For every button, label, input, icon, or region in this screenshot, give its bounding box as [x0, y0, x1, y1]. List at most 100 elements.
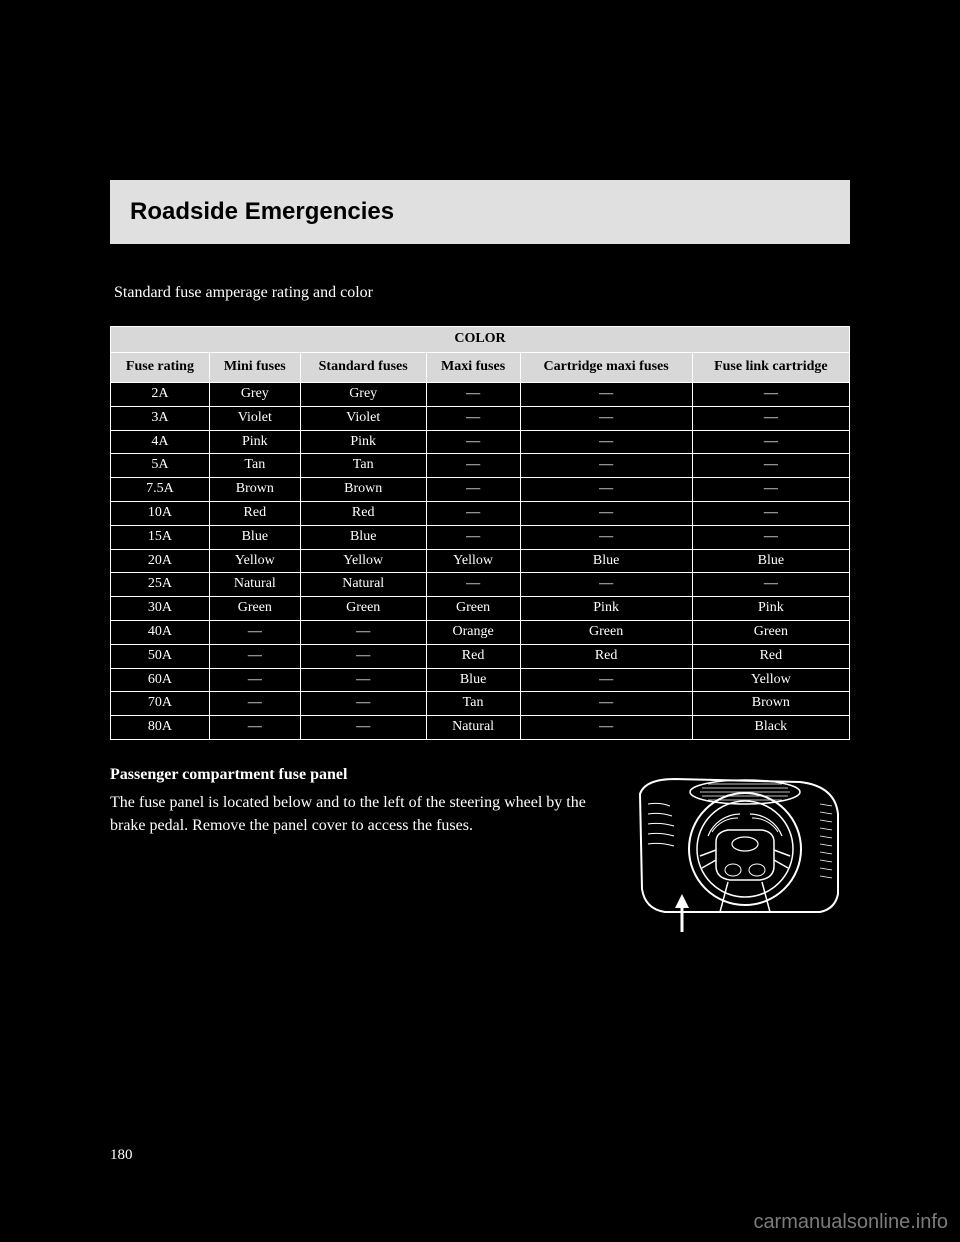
- table-cell: —: [300, 692, 426, 716]
- table-cell: —: [426, 525, 520, 549]
- table-row: 40A——OrangeGreenGreen: [111, 620, 850, 644]
- table-row: 10ARedRed———: [111, 501, 850, 525]
- table-cell: —: [300, 644, 426, 668]
- table-cell: —: [426, 454, 520, 478]
- table-cell: Blue: [520, 549, 692, 573]
- table-row: 3AVioletViolet———: [111, 406, 850, 430]
- table-cell: 3A: [111, 406, 210, 430]
- steering-wheel-diagram: [620, 764, 850, 934]
- table-cell: Grey: [209, 382, 300, 406]
- fuse-panel-body: The fuse panel is located below and to t…: [110, 792, 602, 837]
- table-cell: Natural: [209, 573, 300, 597]
- table-cell: —: [426, 406, 520, 430]
- table-cell: —: [209, 692, 300, 716]
- table-cell: Tan: [209, 454, 300, 478]
- col-header: Maxi fuses: [426, 353, 520, 383]
- table-cell: Brown: [300, 478, 426, 502]
- table-cell: Pink: [692, 597, 849, 621]
- table-cell: 30A: [111, 597, 210, 621]
- table-cell: Brown: [209, 478, 300, 502]
- table-row: 4APinkPink———: [111, 430, 850, 454]
- table-cell: 15A: [111, 525, 210, 549]
- table-cell: —: [692, 382, 849, 406]
- table-cell: Pink: [209, 430, 300, 454]
- table-cell: 20A: [111, 549, 210, 573]
- table-cell: —: [692, 406, 849, 430]
- table-cell: Red: [426, 644, 520, 668]
- table-cell: 40A: [111, 620, 210, 644]
- section-title: Roadside Emergencies: [130, 198, 830, 226]
- table-cell: Red: [300, 501, 426, 525]
- table-cell: —: [692, 454, 849, 478]
- table-cell: 7.5A: [111, 478, 210, 502]
- table-row: 50A——RedRedRed: [111, 644, 850, 668]
- table-cell: Blue: [426, 668, 520, 692]
- table-cell: —: [520, 501, 692, 525]
- table-cell: —: [209, 644, 300, 668]
- col-header: Mini fuses: [209, 353, 300, 383]
- table-cell: Violet: [300, 406, 426, 430]
- col-header: Cartridge maxi fuses: [520, 353, 692, 383]
- table-cell: Black: [692, 716, 849, 740]
- table-cell: —: [426, 430, 520, 454]
- table-cell: Pink: [300, 430, 426, 454]
- table-cell: —: [520, 478, 692, 502]
- table-row: 7.5ABrownBrown———: [111, 478, 850, 502]
- table-cell: —: [426, 478, 520, 502]
- table-cell: —: [300, 668, 426, 692]
- table-cell: Yellow: [426, 549, 520, 573]
- table-cell: —: [692, 430, 849, 454]
- table-cell: —: [520, 668, 692, 692]
- watermark: carmanualsonline.info: [753, 1211, 948, 1234]
- table-cell: —: [520, 382, 692, 406]
- table-cell: 50A: [111, 644, 210, 668]
- table-cell: —: [426, 573, 520, 597]
- page-number: 180: [110, 1147, 133, 1164]
- table-cell: —: [520, 430, 692, 454]
- table-cell: Red: [209, 501, 300, 525]
- table-row: 80A——Natural—Black: [111, 716, 850, 740]
- table-cell: —: [209, 716, 300, 740]
- table-row: 60A——Blue—Yellow: [111, 668, 850, 692]
- table-cell: Blue: [300, 525, 426, 549]
- col-header: Fuse link cartridge: [692, 353, 849, 383]
- section-header: Roadside Emergencies: [110, 180, 850, 244]
- table-cell: —: [209, 668, 300, 692]
- table-cell: Violet: [209, 406, 300, 430]
- table-cell: —: [209, 620, 300, 644]
- table-cell: 25A: [111, 573, 210, 597]
- table-cell: —: [426, 382, 520, 406]
- table-row: 25ANaturalNatural———: [111, 573, 850, 597]
- table-cell: —: [520, 692, 692, 716]
- fuse-color-table: COLOR Fuse rating Mini fuses Standard fu…: [110, 326, 850, 740]
- table-cell: Green: [426, 597, 520, 621]
- table-cell: —: [520, 406, 692, 430]
- fuse-panel-heading: Passenger compartment fuse panel: [110, 766, 347, 783]
- table-cell: Yellow: [692, 668, 849, 692]
- table-row: 30AGreenGreenGreenPinkPink: [111, 597, 850, 621]
- table-cell: Yellow: [300, 549, 426, 573]
- table-cell: 2A: [111, 382, 210, 406]
- table-row: 5ATanTan———: [111, 454, 850, 478]
- table-cell: —: [426, 501, 520, 525]
- table-cell: Green: [300, 597, 426, 621]
- table-cell: —: [692, 501, 849, 525]
- table-cell: —: [692, 478, 849, 502]
- table-cell: Tan: [300, 454, 426, 478]
- table-cell: Blue: [692, 549, 849, 573]
- table-cell: Blue: [209, 525, 300, 549]
- table-cell: Natural: [426, 716, 520, 740]
- table-cell: —: [692, 573, 849, 597]
- intro-text: Standard fuse amperage rating and color: [110, 282, 850, 304]
- table-cell: Tan: [426, 692, 520, 716]
- table-cell: —: [520, 454, 692, 478]
- table-cell: Green: [692, 620, 849, 644]
- table-row: 2AGreyGrey———: [111, 382, 850, 406]
- table-cell: 4A: [111, 430, 210, 454]
- table-cell: Orange: [426, 620, 520, 644]
- table-cell: —: [692, 525, 849, 549]
- table-cell: 5A: [111, 454, 210, 478]
- table-cell: —: [520, 573, 692, 597]
- table-cell: Red: [520, 644, 692, 668]
- table-row: 20AYellowYellowYellowBlueBlue: [111, 549, 850, 573]
